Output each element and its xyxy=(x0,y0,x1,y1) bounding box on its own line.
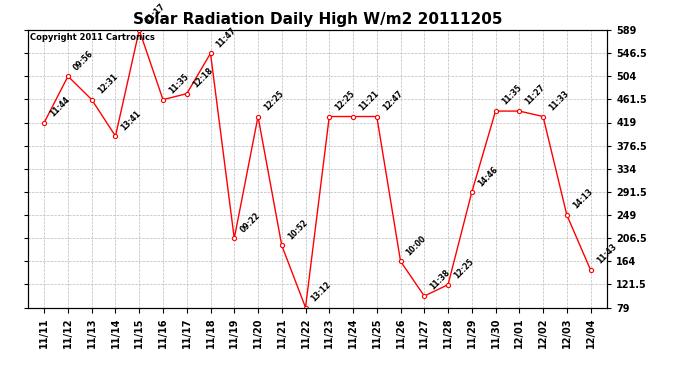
Text: 11:38: 11:38 xyxy=(428,268,452,292)
Text: 09:56: 09:56 xyxy=(72,49,95,72)
Text: 12:31: 12:31 xyxy=(96,72,119,96)
Text: 11:33: 11:33 xyxy=(547,89,571,112)
Text: 12:25: 12:25 xyxy=(262,89,286,112)
Text: 10:00: 10:00 xyxy=(405,234,428,257)
Text: 11:47: 11:47 xyxy=(215,26,238,49)
Text: 11:17: 11:17 xyxy=(144,2,167,26)
Text: 11:27: 11:27 xyxy=(524,83,547,107)
Title: Solar Radiation Daily High W/m2 20111205: Solar Radiation Daily High W/m2 20111205 xyxy=(132,12,502,27)
Text: 11:21: 11:21 xyxy=(357,89,381,112)
Text: 14:46: 14:46 xyxy=(476,165,500,188)
Text: 14:13: 14:13 xyxy=(571,188,594,211)
Text: 11:35: 11:35 xyxy=(167,72,190,96)
Text: 11:44: 11:44 xyxy=(48,95,72,118)
Text: 10:52: 10:52 xyxy=(286,218,309,241)
Text: 09:22: 09:22 xyxy=(239,211,262,234)
Text: 13:41: 13:41 xyxy=(119,108,143,132)
Text: 11:43: 11:43 xyxy=(595,242,618,266)
Text: Copyright 2011 Cartronics: Copyright 2011 Cartronics xyxy=(30,33,155,42)
Text: 11:35: 11:35 xyxy=(500,84,523,107)
Text: 12:18: 12:18 xyxy=(191,66,215,90)
Text: 12:25: 12:25 xyxy=(333,89,357,112)
Text: 12:47: 12:47 xyxy=(381,89,404,112)
Text: 12:25: 12:25 xyxy=(452,257,475,280)
Text: 13:12: 13:12 xyxy=(310,280,333,303)
